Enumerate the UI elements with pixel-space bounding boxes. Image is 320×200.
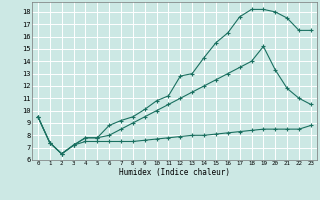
X-axis label: Humidex (Indice chaleur): Humidex (Indice chaleur) bbox=[119, 168, 230, 177]
